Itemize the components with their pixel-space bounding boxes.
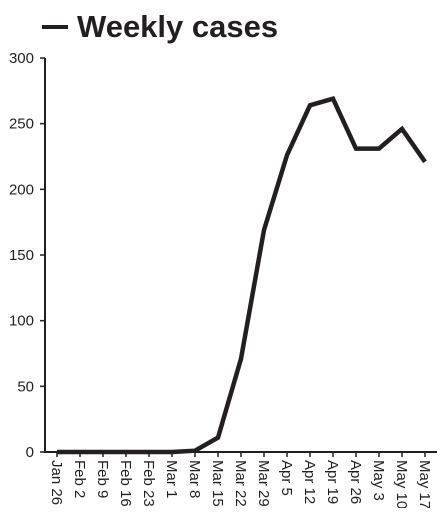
x-tick-label-feb-16: Feb 16	[117, 460, 134, 507]
series-layer	[57, 99, 425, 452]
y-tick-label-0: 0	[26, 444, 34, 461]
x-tick-label-jan-26: Jan 26	[48, 460, 65, 505]
x-tick-label-mar-1: Mar 1	[163, 460, 180, 498]
x-tick-label-may-10: May 10	[393, 460, 410, 508]
x-tick-label-apr-26: Apr 26	[347, 460, 364, 504]
y-tick-label-300: 300	[9, 50, 34, 67]
x-tick-label-apr-12: Apr 12	[301, 460, 318, 504]
y-tick-label-150: 150	[9, 247, 34, 264]
legend: Weekly cases	[42, 9, 278, 44]
x-tick-label-feb-23: Feb 23	[140, 460, 157, 507]
x-tick-label-apr-19: Apr 19	[324, 460, 341, 504]
y-tick-label-250: 250	[9, 116, 34, 133]
x-tick-label-may-3: May 3	[370, 460, 387, 501]
y-tick-label-50: 50	[17, 378, 34, 395]
x-tick-label-mar-8: Mar 8	[186, 460, 203, 498]
x-tick-label-feb-2: Feb 2	[71, 460, 88, 498]
x-axis: Jan 26 Feb 2 Feb 9 Feb 16 Feb 23 Mar 1 Mar 8 Ma…	[45, 452, 437, 508]
x-tick-label-mar-29: Mar 29	[255, 460, 272, 507]
legend-label-weekly-cases: Weekly cases	[77, 9, 278, 44]
y-tick-label-200: 200	[9, 181, 34, 198]
x-tick-label-mar-15: Mar 15	[209, 460, 226, 507]
y-axis: 0 50 100 150 200 250 300	[9, 50, 45, 461]
x-tick-label-mar-22: Mar 22	[232, 460, 249, 507]
x-tick-label-feb-9: Feb 9	[94, 460, 111, 498]
x-tick-label-apr-5: Apr 5	[278, 460, 295, 496]
y-tick-label-100: 100	[9, 313, 34, 330]
series-line-weekly-cases	[57, 99, 425, 452]
x-tick-label-may-17: May 17	[416, 460, 433, 508]
